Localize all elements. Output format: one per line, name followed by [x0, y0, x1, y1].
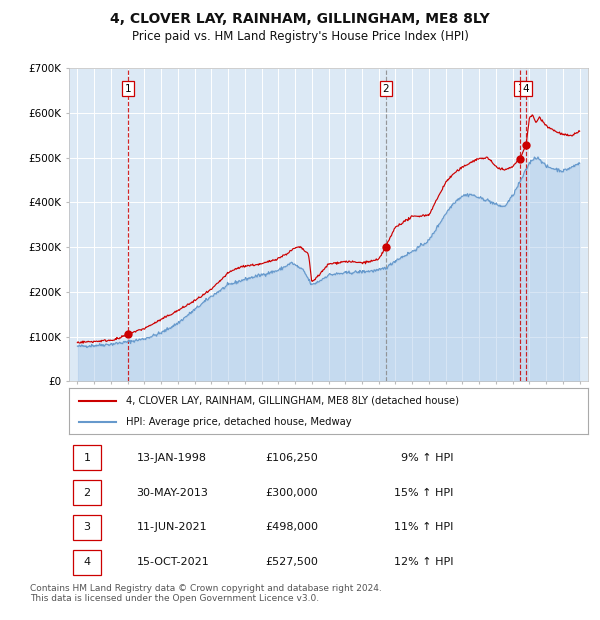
Text: 4, CLOVER LAY, RAINHAM, GILLINGHAM, ME8 8LY: 4, CLOVER LAY, RAINHAM, GILLINGHAM, ME8 …	[110, 12, 490, 27]
Text: 9% ↑ HPI: 9% ↑ HPI	[401, 453, 453, 463]
Text: 11% ↑ HPI: 11% ↑ HPI	[394, 523, 453, 533]
Text: Contains HM Land Registry data © Crown copyright and database right 2024.
This d: Contains HM Land Registry data © Crown c…	[30, 584, 382, 603]
Text: £300,000: £300,000	[265, 487, 318, 497]
Text: £527,500: £527,500	[265, 557, 318, 567]
FancyBboxPatch shape	[73, 445, 101, 470]
Text: 3: 3	[517, 84, 523, 94]
Text: £498,000: £498,000	[265, 523, 318, 533]
Text: 2: 2	[83, 487, 91, 497]
Text: 2: 2	[382, 84, 389, 94]
Text: 12% ↑ HPI: 12% ↑ HPI	[394, 557, 453, 567]
Text: 15-OCT-2021: 15-OCT-2021	[136, 557, 209, 567]
Text: Price paid vs. HM Land Registry's House Price Index (HPI): Price paid vs. HM Land Registry's House …	[131, 30, 469, 43]
Text: 4: 4	[83, 557, 91, 567]
Text: HPI: Average price, detached house, Medway: HPI: Average price, detached house, Medw…	[126, 417, 352, 427]
Text: 15% ↑ HPI: 15% ↑ HPI	[394, 487, 453, 497]
Text: 1: 1	[125, 84, 131, 94]
Text: 30-MAY-2013: 30-MAY-2013	[136, 487, 208, 497]
Text: 4, CLOVER LAY, RAINHAM, GILLINGHAM, ME8 8LY (detached house): 4, CLOVER LAY, RAINHAM, GILLINGHAM, ME8 …	[126, 396, 459, 405]
Text: £106,250: £106,250	[265, 453, 318, 463]
Text: 1: 1	[83, 453, 91, 463]
Text: 4: 4	[523, 84, 529, 94]
FancyBboxPatch shape	[73, 480, 101, 505]
Text: 3: 3	[83, 523, 91, 533]
FancyBboxPatch shape	[73, 550, 101, 575]
Text: 13-JAN-1998: 13-JAN-1998	[136, 453, 206, 463]
FancyBboxPatch shape	[73, 515, 101, 540]
Text: 11-JUN-2021: 11-JUN-2021	[136, 523, 207, 533]
